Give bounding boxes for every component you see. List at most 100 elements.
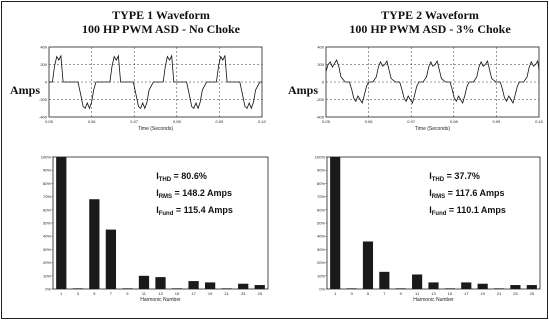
bar-21 xyxy=(221,288,232,289)
y-tick-label: 200 xyxy=(317,62,324,67)
y-tick-label: 90% xyxy=(317,168,325,173)
y-tick-label: 0% xyxy=(45,287,51,292)
bar-11 xyxy=(412,274,423,289)
y-tick-label: -200 xyxy=(316,97,325,102)
panel-right-title-line1: TYPE 2 Waveform xyxy=(381,8,479,22)
x-tick-label: 0.05 xyxy=(45,119,54,124)
right-amps-label: Amps xyxy=(288,83,319,97)
x-tick-label: 19 xyxy=(208,291,213,296)
x-tick-label: 7 xyxy=(110,291,113,296)
x-tick-label: 3 xyxy=(77,291,80,296)
x-tick-label: 0.08 xyxy=(450,119,459,124)
bar-17 xyxy=(188,281,199,289)
panel-right-title: TYPE 2 Waveform 100 HP PWM ASD - 3% Chok… xyxy=(295,8,549,36)
y-tick-label: 50% xyxy=(317,221,325,226)
bar-11 xyxy=(138,275,150,289)
bar-25 xyxy=(254,285,265,289)
y-tick-label: 70% xyxy=(317,194,325,199)
y-tick-label: 80% xyxy=(43,181,51,186)
bar-19 xyxy=(477,283,488,289)
x-tick-label: 0.09 xyxy=(216,119,225,124)
panel-left-title: TYPE 1 Waveform 100 HP PWM ASD - No Chok… xyxy=(26,8,296,36)
y-tick-label: 10% xyxy=(43,273,51,278)
x-tick-label: 25 xyxy=(530,291,535,296)
x-tick-label: 0.07 xyxy=(407,119,416,124)
bar-9 xyxy=(122,288,133,289)
bar-23 xyxy=(510,285,521,289)
y-tick-label: 30% xyxy=(43,247,51,252)
y-tick-label: 80% xyxy=(317,181,325,186)
x-tick-label: 1 xyxy=(60,291,63,296)
y-tick-label: 90% xyxy=(43,168,51,173)
y-tick-label: 60% xyxy=(43,207,51,212)
bar-15 xyxy=(171,288,183,289)
y-tick-label: 0 xyxy=(322,80,325,85)
y-tick-label: 0% xyxy=(319,287,325,292)
bar-13 xyxy=(428,282,439,289)
x-tick-label: 23 xyxy=(513,291,518,296)
x-tick-label: 9 xyxy=(400,291,403,296)
y-tick-label: 30% xyxy=(317,247,325,252)
x-tick-label: 23 xyxy=(241,291,246,296)
x-axis-label: Time (Seconds) xyxy=(415,126,450,132)
stat-fund: IFund = 110.1 Amps xyxy=(429,205,506,217)
y-tick-label: 40% xyxy=(43,234,51,239)
x-tick-label: 17 xyxy=(191,291,196,296)
y-tick-label: 50% xyxy=(43,221,51,226)
y-tick-label: 20% xyxy=(43,260,51,265)
y-tick-label: 70% xyxy=(43,194,51,199)
stat-thd: ITHD = 80.6% xyxy=(156,171,207,183)
x-tick-label: 5 xyxy=(367,291,370,296)
x-tick-label: 1 xyxy=(334,291,337,296)
y-tick-label: -400 xyxy=(39,115,48,120)
y-tick-label: 40% xyxy=(317,234,325,239)
x-tick-label: 0.10 xyxy=(258,119,267,124)
x-tick-label: 0.08 xyxy=(173,119,182,124)
x-axis-label: Harmonic Number xyxy=(413,297,454,303)
x-tick-label: 0.06 xyxy=(365,119,374,124)
x-tick-label: 9 xyxy=(126,291,129,296)
y-tick-label: 0 xyxy=(45,80,48,85)
bar-7 xyxy=(105,229,117,289)
bar-7 xyxy=(379,271,390,289)
x-tick-label: 21 xyxy=(224,291,229,296)
x-tick-label: 19 xyxy=(480,291,485,296)
y-tick-label: -200 xyxy=(39,97,48,102)
y-tick-label: 100% xyxy=(41,155,52,160)
x-tick-label: 15 xyxy=(175,291,180,296)
x-tick-label: 25 xyxy=(258,291,263,296)
x-tick-label: 11 xyxy=(415,291,420,296)
bar-21 xyxy=(493,288,505,289)
bar-13 xyxy=(155,277,166,289)
bar-25 xyxy=(526,285,537,289)
x-tick-label: 13 xyxy=(431,291,436,296)
y-tick-label: 100% xyxy=(315,155,326,160)
panel-right-title-line2: 100 HP PWM ASD - 3% Choke xyxy=(349,22,511,36)
x-tick-label: 3 xyxy=(350,291,353,296)
y-tick-label: 20% xyxy=(317,260,325,265)
bar-5 xyxy=(362,241,374,289)
bar-15 xyxy=(444,288,455,289)
x-tick-label: 0.07 xyxy=(130,119,139,124)
x-axis-label: Time (Seconds) xyxy=(138,126,173,132)
bar-23 xyxy=(238,283,249,289)
panel-left-title-line2: 100 HP PWM ASD - No Choke xyxy=(81,22,240,36)
y-tick-label: -400 xyxy=(316,115,325,120)
stat-rms: IRMS = 117.6 Amps xyxy=(429,188,504,200)
x-tick-label: 0.10 xyxy=(535,119,544,124)
waveform-line xyxy=(49,54,262,110)
x-tick-label: 21 xyxy=(497,291,502,296)
x-tick-label: 0.05 xyxy=(322,119,331,124)
stat-thd: ITHD = 37.7% xyxy=(429,171,480,183)
x-tick-label: 0.09 xyxy=(493,119,502,124)
y-tick-label: 200 xyxy=(40,62,47,67)
bar-17 xyxy=(461,282,472,289)
waveform-line xyxy=(325,59,540,105)
bar-3 xyxy=(72,288,83,289)
bar-5 xyxy=(89,199,100,289)
